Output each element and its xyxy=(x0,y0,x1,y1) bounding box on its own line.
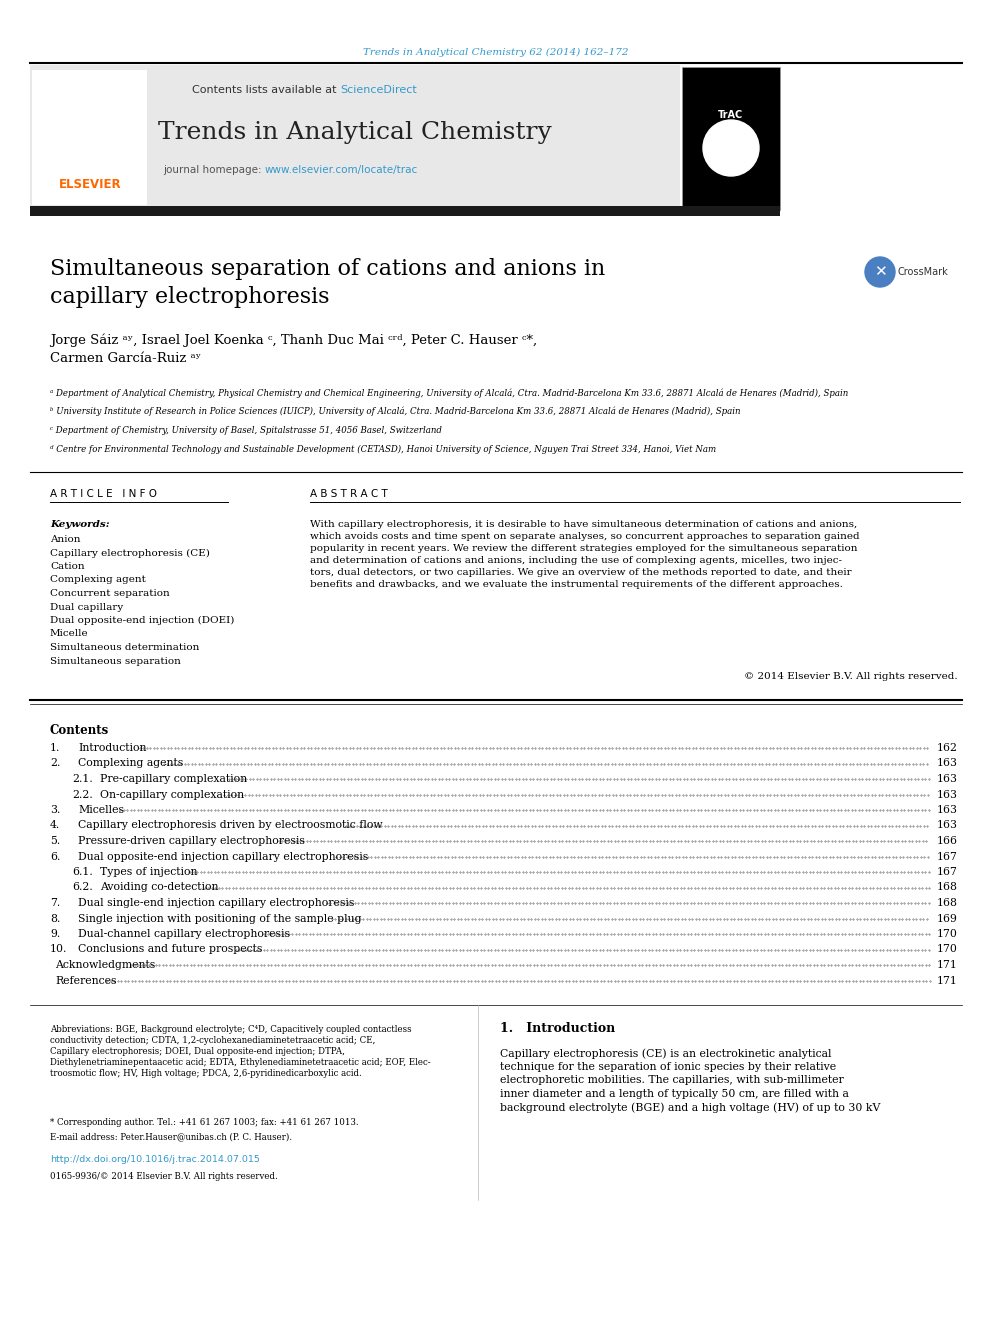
Text: Capillary electrophoresis driven by electroosmotic flow: Capillary electrophoresis driven by elec… xyxy=(78,820,383,831)
Text: A B S T R A C T: A B S T R A C T xyxy=(310,490,388,499)
Text: ✕: ✕ xyxy=(874,265,887,279)
Text: 2.1.: 2.1. xyxy=(72,774,92,785)
Text: ScienceDirect: ScienceDirect xyxy=(340,85,417,95)
Text: Dual-channel capillary electrophoresis: Dual-channel capillary electrophoresis xyxy=(78,929,290,939)
Text: Complexing agents: Complexing agents xyxy=(78,758,184,769)
Text: Keywords:: Keywords: xyxy=(50,520,110,529)
Text: References: References xyxy=(55,975,116,986)
Text: 5.: 5. xyxy=(50,836,61,845)
Text: 168: 168 xyxy=(937,898,958,908)
Text: 1.: 1. xyxy=(50,744,61,753)
Text: Dual opposite-end injection (DOEI): Dual opposite-end injection (DOEI) xyxy=(50,617,234,626)
Text: 163: 163 xyxy=(937,758,958,769)
Text: Dual capillary: Dual capillary xyxy=(50,602,123,611)
Text: ᶜ Department of Chemistry, University of Basel, Spitalstrasse 51, 4056 Basel, Sw: ᶜ Department of Chemistry, University of… xyxy=(50,426,441,435)
Text: 170: 170 xyxy=(937,945,958,954)
Text: A R T I C L E   I N F O: A R T I C L E I N F O xyxy=(50,490,157,499)
Text: 2.: 2. xyxy=(50,758,61,769)
FancyBboxPatch shape xyxy=(30,65,680,213)
FancyBboxPatch shape xyxy=(30,206,780,216)
Text: ᵈ Centre for Environmental Technology and Sustainable Development (CETASD), Hano: ᵈ Centre for Environmental Technology an… xyxy=(50,445,716,454)
Text: Complexing agent: Complexing agent xyxy=(50,576,146,585)
Text: 163: 163 xyxy=(937,790,958,799)
Text: Micelle: Micelle xyxy=(50,630,88,639)
Text: 2.2.: 2.2. xyxy=(72,790,92,799)
Text: Avoiding co-detection: Avoiding co-detection xyxy=(100,882,218,893)
Text: 7.: 7. xyxy=(50,898,61,908)
Text: 167: 167 xyxy=(937,867,958,877)
Circle shape xyxy=(865,257,895,287)
Text: 8.: 8. xyxy=(50,913,61,923)
Text: 4.: 4. xyxy=(50,820,61,831)
Text: * Corresponding author. Tel.: +41 61 267 1003; fax: +41 61 267 1013.: * Corresponding author. Tel.: +41 61 267… xyxy=(50,1118,359,1127)
Text: Cation: Cation xyxy=(50,562,84,572)
Text: 170: 170 xyxy=(937,929,958,939)
Text: Single injection with positioning of the sample plug: Single injection with positioning of the… xyxy=(78,913,361,923)
Text: 169: 169 xyxy=(937,913,958,923)
Text: ELSEVIER: ELSEVIER xyxy=(59,179,121,192)
Text: Pre-capillary complexation: Pre-capillary complexation xyxy=(100,774,247,785)
Text: 9.: 9. xyxy=(50,929,61,939)
Text: 167: 167 xyxy=(937,852,958,861)
Text: Acknowledgments: Acknowledgments xyxy=(55,960,156,970)
Text: 163: 163 xyxy=(937,820,958,831)
Text: Dual single-end injection capillary electrophoresis: Dual single-end injection capillary elec… xyxy=(78,898,354,908)
Circle shape xyxy=(703,120,759,176)
Text: Trends in Analytical Chemistry: Trends in Analytical Chemistry xyxy=(158,122,552,144)
Text: Introduction: Introduction xyxy=(78,744,147,753)
FancyBboxPatch shape xyxy=(32,70,147,205)
Text: Conclusions and future prospects: Conclusions and future prospects xyxy=(78,945,262,954)
Text: 6.: 6. xyxy=(50,852,61,861)
Text: www.elsevier.com/locate/trac: www.elsevier.com/locate/trac xyxy=(265,165,419,175)
Text: 6.1.: 6.1. xyxy=(72,867,92,877)
Text: Concurrent separation: Concurrent separation xyxy=(50,589,170,598)
Text: 171: 171 xyxy=(937,960,958,970)
Text: http://dx.doi.org/10.1016/j.trac.2014.07.015: http://dx.doi.org/10.1016/j.trac.2014.07… xyxy=(50,1155,260,1164)
Text: CrossMark: CrossMark xyxy=(898,267,948,277)
Text: © 2014 Elsevier B.V. All rights reserved.: © 2014 Elsevier B.V. All rights reserved… xyxy=(744,672,958,681)
Text: Trends in Analytical Chemistry 62 (2014) 162–172: Trends in Analytical Chemistry 62 (2014)… xyxy=(363,48,629,57)
Text: ᵃ Department of Analytical Chemistry, Physical Chemistry and Chemical Engineerin: ᵃ Department of Analytical Chemistry, Ph… xyxy=(50,388,848,397)
Text: 3.: 3. xyxy=(50,804,61,815)
Text: 162: 162 xyxy=(937,744,958,753)
Text: Micelles: Micelles xyxy=(78,804,124,815)
Text: 168: 168 xyxy=(937,882,958,893)
Text: 1.   Introduction: 1. Introduction xyxy=(500,1021,615,1035)
Text: 10.: 10. xyxy=(50,945,67,954)
Text: journal homepage:: journal homepage: xyxy=(163,165,265,175)
Text: Types of injection: Types of injection xyxy=(100,867,197,877)
Text: Contents lists available at: Contents lists available at xyxy=(192,85,340,95)
Text: Simultaneous separation of cations and anions in
capillary electrophoresis: Simultaneous separation of cations and a… xyxy=(50,258,605,308)
Text: Capillary electrophoresis (CE): Capillary electrophoresis (CE) xyxy=(50,549,210,557)
Text: Jorge Sáiz ᵃʸ, Israel Joel Koenka ᶜ, Thanh Duc Mai ᶜʳᵈ, Peter C. Hauser ᶜ*,: Jorge Sáiz ᵃʸ, Israel Joel Koenka ᶜ, Tha… xyxy=(50,333,537,347)
Text: Simultaneous determination: Simultaneous determination xyxy=(50,643,199,652)
Text: Pressure-driven capillary electrophoresis: Pressure-driven capillary electrophoresi… xyxy=(78,836,305,845)
Text: Abbreviations: BGE, Background electrolyte; C⁴D, Capacitively coupled contactles: Abbreviations: BGE, Background electroly… xyxy=(50,1025,431,1078)
Text: 163: 163 xyxy=(937,804,958,815)
Text: Carmen García-Ruiz ᵃʸ: Carmen García-Ruiz ᵃʸ xyxy=(50,352,201,365)
Text: E-mail address: Peter.Hauser@unibas.ch (P. C. Hauser).: E-mail address: Peter.Hauser@unibas.ch (… xyxy=(50,1132,292,1140)
Text: 163: 163 xyxy=(937,774,958,785)
Text: On-capillary complexation: On-capillary complexation xyxy=(100,790,244,799)
Text: 171: 171 xyxy=(937,975,958,986)
Text: 6.2.: 6.2. xyxy=(72,882,92,893)
Text: With capillary electrophoresis, it is desirable to have simultaneous determinati: With capillary electrophoresis, it is de… xyxy=(310,520,860,589)
Text: Dual opposite-end injection capillary electrophoresis: Dual opposite-end injection capillary el… xyxy=(78,852,368,861)
Text: 0165-9936/© 2014 Elsevier B.V. All rights reserved.: 0165-9936/© 2014 Elsevier B.V. All right… xyxy=(50,1172,278,1181)
Text: TrAC: TrAC xyxy=(718,110,744,120)
Text: 166: 166 xyxy=(937,836,958,845)
Text: Capillary electrophoresis (CE) is an electrokinetic analytical
technique for the: Capillary electrophoresis (CE) is an ele… xyxy=(500,1048,880,1113)
Text: Contents: Contents xyxy=(50,724,109,737)
Text: Simultaneous separation: Simultaneous separation xyxy=(50,656,181,665)
Text: Anion: Anion xyxy=(50,534,80,544)
Text: ᵇ University Institute of Research in Police Sciences (IUICP), University of Alc: ᵇ University Institute of Research in Po… xyxy=(50,407,740,417)
FancyBboxPatch shape xyxy=(682,67,780,210)
